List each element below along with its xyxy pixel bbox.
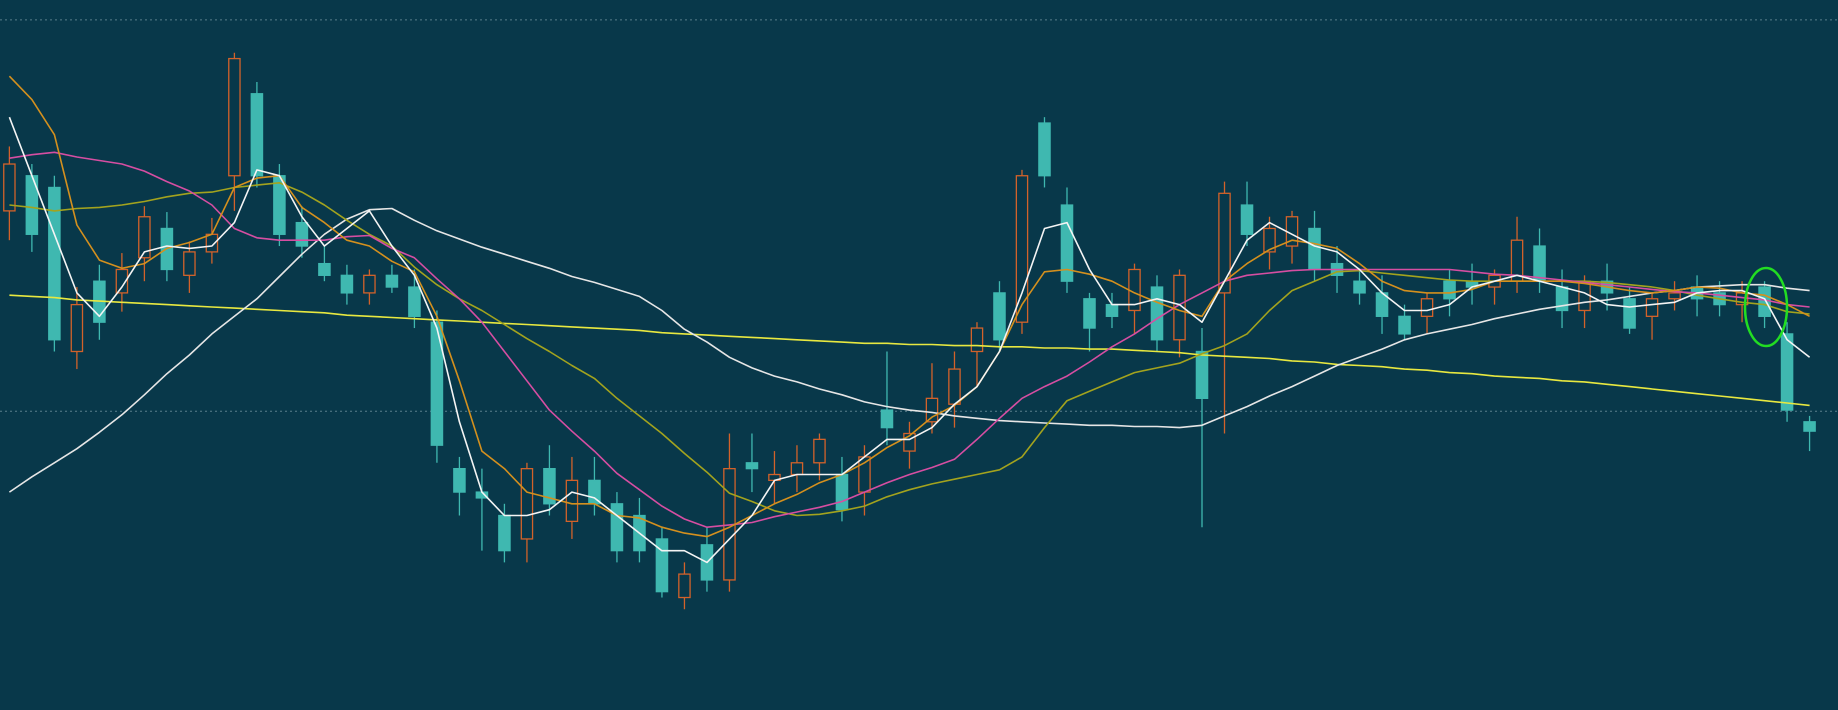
candle-body	[1443, 280, 1456, 300]
candle-body	[1263, 227, 1276, 253]
candle-body	[790, 462, 804, 476]
candle-body	[295, 221, 309, 247]
candle-body	[948, 368, 961, 405]
candle-body	[543, 467, 556, 505]
candle-body	[1060, 204, 1074, 282]
candle-body	[880, 409, 894, 429]
candle-body	[745, 462, 759, 470]
candle-body	[993, 292, 1006, 341]
candle-body	[363, 274, 376, 294]
candle-body	[1645, 298, 1659, 317]
candle-body	[453, 467, 466, 493]
candle-body	[228, 57, 241, 177]
candle-body	[250, 93, 264, 177]
candle-body	[48, 186, 61, 341]
moving-average-line	[9, 151, 1810, 528]
candle-body	[1015, 175, 1029, 323]
moving-average-line	[9, 294, 1810, 407]
candle-body	[1195, 350, 1209, 399]
candle-body	[1420, 298, 1434, 317]
candle-body	[1240, 204, 1254, 235]
candle-body	[498, 514, 511, 552]
candle-body	[1038, 122, 1051, 177]
candle-body	[1758, 286, 1771, 317]
candle-body	[1533, 245, 1546, 282]
candle-body	[1623, 298, 1636, 329]
candle-body	[1668, 292, 1681, 300]
candle-body	[138, 216, 151, 259]
candle-body	[205, 233, 219, 253]
candle-body	[1353, 280, 1366, 294]
moving-average-line	[8, 75, 1810, 538]
candle-body	[925, 397, 939, 423]
candle-body	[115, 268, 129, 294]
candle-body	[70, 303, 84, 353]
candle-body	[903, 432, 916, 452]
candle-body	[1105, 303, 1119, 317]
candle-body	[678, 573, 691, 599]
candle-body	[1803, 421, 1816, 432]
candle-body	[385, 274, 399, 288]
candle-body	[318, 262, 331, 276]
candle-body	[183, 251, 196, 276]
candle-body	[813, 438, 826, 464]
moving-averages	[8, 75, 1811, 564]
candle-body	[970, 327, 984, 353]
candle-body	[3, 163, 16, 212]
moving-average-line	[8, 207, 1810, 493]
candle-body	[520, 467, 534, 540]
candle-body	[430, 321, 444, 446]
candle-body	[1308, 227, 1321, 271]
candle-body	[655, 538, 669, 593]
candle-body	[835, 473, 849, 511]
grid	[0, 19, 1838, 412]
candle-body	[408, 286, 421, 317]
candle-body	[1780, 333, 1794, 411]
candle-body	[565, 479, 579, 523]
candle-body	[610, 503, 624, 552]
candle-body	[340, 274, 354, 294]
moving-average-line	[8, 116, 1811, 564]
candles	[3, 52, 1816, 610]
highlight-ellipse	[1743, 266, 1789, 348]
candle-body	[1398, 315, 1411, 335]
candle-body	[1083, 298, 1096, 329]
candle-body	[1150, 286, 1164, 341]
candle-body	[1218, 192, 1231, 294]
